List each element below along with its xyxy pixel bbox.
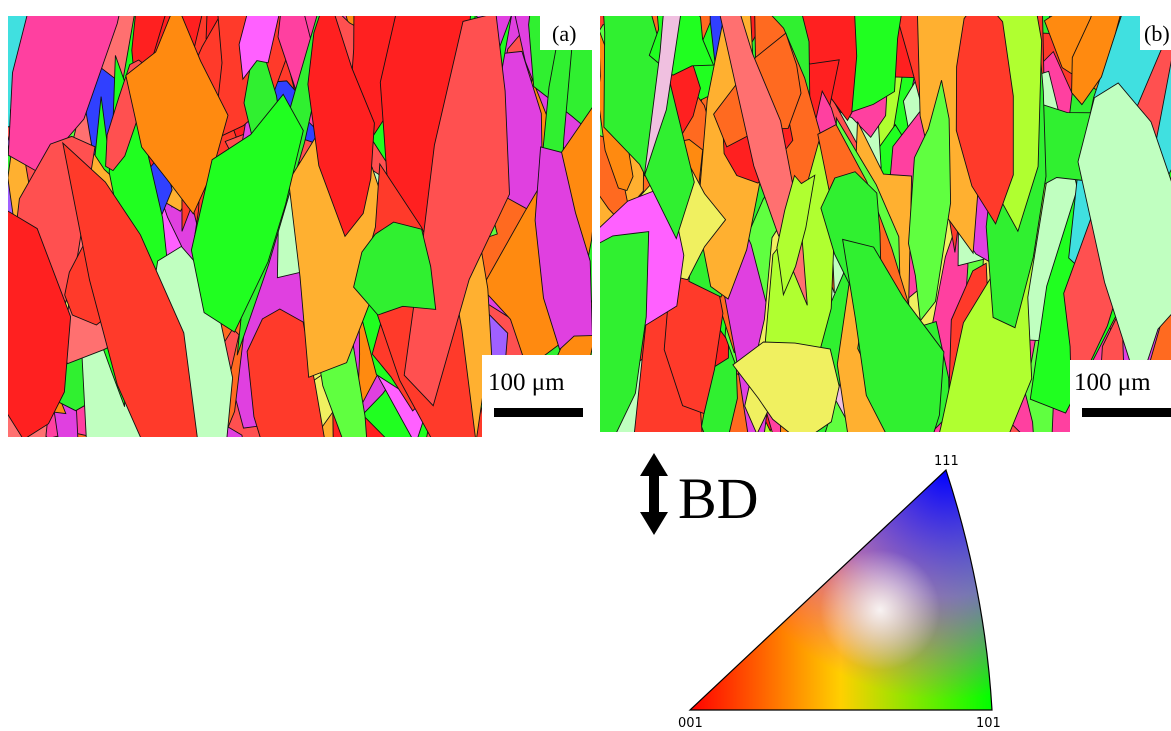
grain	[125, 16, 229, 215]
build-direction-arrow	[640, 453, 668, 535]
build-direction-label: BD	[678, 466, 759, 531]
scale-bar-box	[482, 355, 592, 437]
panel-label: (a)	[552, 21, 576, 46]
scale-bar-box	[1070, 360, 1171, 432]
grain	[776, 174, 816, 297]
ipf-triangle	[688, 468, 993, 711]
ipf-corner-label: 101	[976, 716, 1001, 731]
grain	[1077, 82, 1171, 390]
scale-bar-label: 100 μm	[488, 369, 565, 396]
scale-bar-label: 100 μm	[1074, 369, 1151, 396]
label-box	[1140, 16, 1171, 50]
grain	[534, 146, 592, 351]
label-box	[540, 16, 592, 50]
grain	[600, 231, 650, 432]
grain	[246, 308, 325, 437]
panel-label: (b)	[1144, 21, 1170, 46]
grain	[307, 16, 375, 238]
ebsd-map-a	[8, 16, 592, 437]
grain	[732, 341, 840, 432]
scale-bar	[494, 408, 583, 417]
grain	[238, 16, 280, 81]
grain	[851, 16, 902, 113]
grain	[643, 16, 681, 177]
grain	[62, 141, 198, 437]
grain	[353, 221, 437, 316]
grain	[603, 16, 695, 240]
grain	[1071, 16, 1121, 106]
grain	[842, 238, 945, 432]
ipf-corner-label: 111	[934, 454, 959, 469]
grain	[8, 210, 72, 437]
ebsd-map-b	[600, 16, 1171, 432]
grain	[955, 16, 1014, 225]
scale-bar	[1082, 408, 1171, 417]
grain	[190, 93, 304, 333]
grain	[908, 80, 952, 322]
ipf-corner-label: 001	[678, 716, 703, 731]
